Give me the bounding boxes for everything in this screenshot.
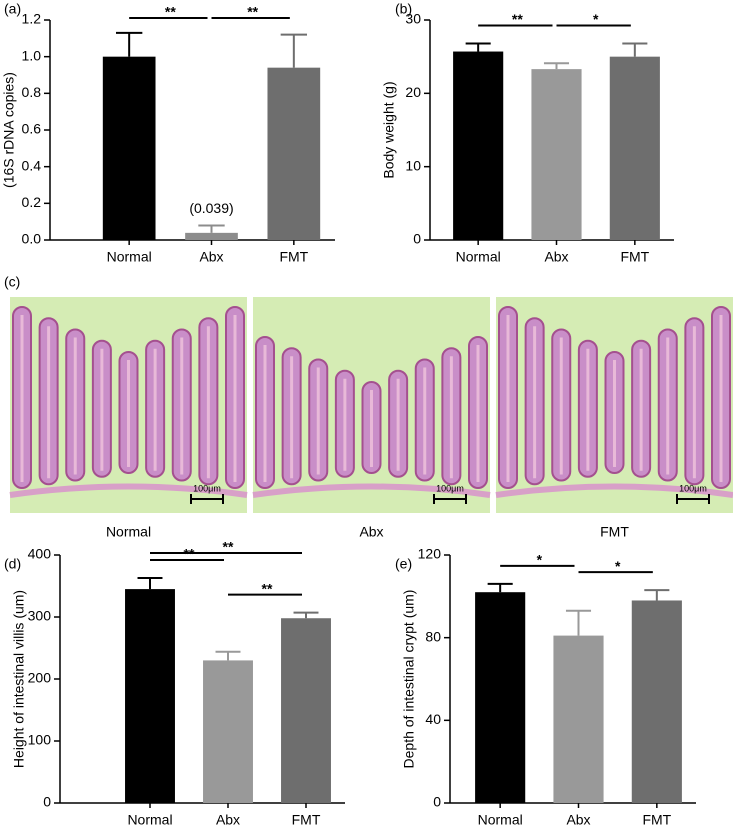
x-tick-label: Abx <box>544 249 568 265</box>
significance-label: ** <box>223 539 234 555</box>
x-tick-label: Abx <box>199 249 223 265</box>
bar <box>531 69 582 240</box>
y-tick-label: 0.6 <box>22 121 42 137</box>
muscle-layer <box>252 483 491 498</box>
bar <box>185 232 238 240</box>
y-tick-label: 1.0 <box>22 47 42 63</box>
x-tick-label: FMT <box>620 249 649 265</box>
y-axis-label: Depth of intestinal crypt (um) <box>401 590 417 769</box>
x-tick-label: FMT <box>642 812 671 828</box>
panel-label: (e) <box>395 556 412 572</box>
y-tick-label: 0.0 <box>22 231 42 247</box>
y-tick-label: 20 <box>405 84 421 100</box>
muscle-layer <box>9 483 248 498</box>
bar <box>631 600 682 803</box>
bar <box>453 51 504 241</box>
y-tick-label: 100 <box>28 732 52 748</box>
y-tick-label: 200 <box>28 670 52 686</box>
y-tick-label: 0.2 <box>22 194 42 210</box>
y-tick-label: 400 <box>28 546 52 562</box>
scale-bar-label: 100μm <box>193 483 221 493</box>
y-tick-label: 10 <box>405 157 421 173</box>
bar <box>203 660 253 803</box>
x-tick-label: Normal <box>127 812 172 828</box>
value-label: (0.039) <box>189 200 233 216</box>
x-tick-label: Abx <box>216 812 240 828</box>
bar <box>125 589 175 803</box>
significance-label: * <box>593 11 599 27</box>
scale-bar-label: 100μm <box>679 483 707 493</box>
y-tick-label: 0.8 <box>22 84 42 100</box>
y-tick-label: 30 <box>405 11 421 27</box>
y-tick-label: 300 <box>28 608 52 624</box>
panel-label: (d) <box>4 556 21 572</box>
panel-label: (b) <box>395 1 412 17</box>
bar <box>609 56 660 240</box>
y-tick-label: 40 <box>425 711 441 727</box>
micrograph-caption: FMT <box>600 524 629 540</box>
y-axis-label: Height of intestinal villis (um) <box>11 590 27 768</box>
micrograph-caption: Abx <box>359 524 383 540</box>
bar <box>475 592 526 803</box>
y-tick-label: 0 <box>413 231 421 247</box>
y-tick-label: 1.2 <box>22 11 42 27</box>
y-axis-label: Body weight (g) <box>381 81 397 178</box>
x-tick-label: FMT <box>292 812 321 828</box>
significance-label: * <box>615 558 621 574</box>
y-tick-label: 120 <box>418 546 442 562</box>
scale-bar-label: 100μm <box>436 483 464 493</box>
significance-label: ** <box>247 4 258 20</box>
y-tick-label: 80 <box>425 628 441 644</box>
bar <box>267 67 321 241</box>
x-tick-label: Normal <box>456 249 501 265</box>
significance-label: ** <box>512 11 523 27</box>
x-tick-label: Abx <box>566 812 590 828</box>
significance-label: ** <box>262 580 273 596</box>
bar <box>553 635 604 803</box>
significance-label: * <box>537 552 543 568</box>
y-tick-label: 0 <box>43 794 51 810</box>
x-tick-label: Normal <box>478 812 523 828</box>
x-tick-label: Normal <box>107 249 152 265</box>
bar <box>102 56 156 240</box>
y-tick-label: 0 <box>433 794 441 810</box>
micrograph-caption: Normal <box>106 524 151 540</box>
bar <box>281 618 331 803</box>
x-tick-label: FMT <box>279 249 308 265</box>
significance-label: ** <box>165 4 176 20</box>
panel-label: (a) <box>4 1 21 17</box>
y-tick-label: 0.4 <box>22 157 42 173</box>
muscle-layer <box>495 483 733 498</box>
y-axis-label: (16S rDNA copies) <box>1 72 17 188</box>
panel-label: (c) <box>4 274 20 290</box>
